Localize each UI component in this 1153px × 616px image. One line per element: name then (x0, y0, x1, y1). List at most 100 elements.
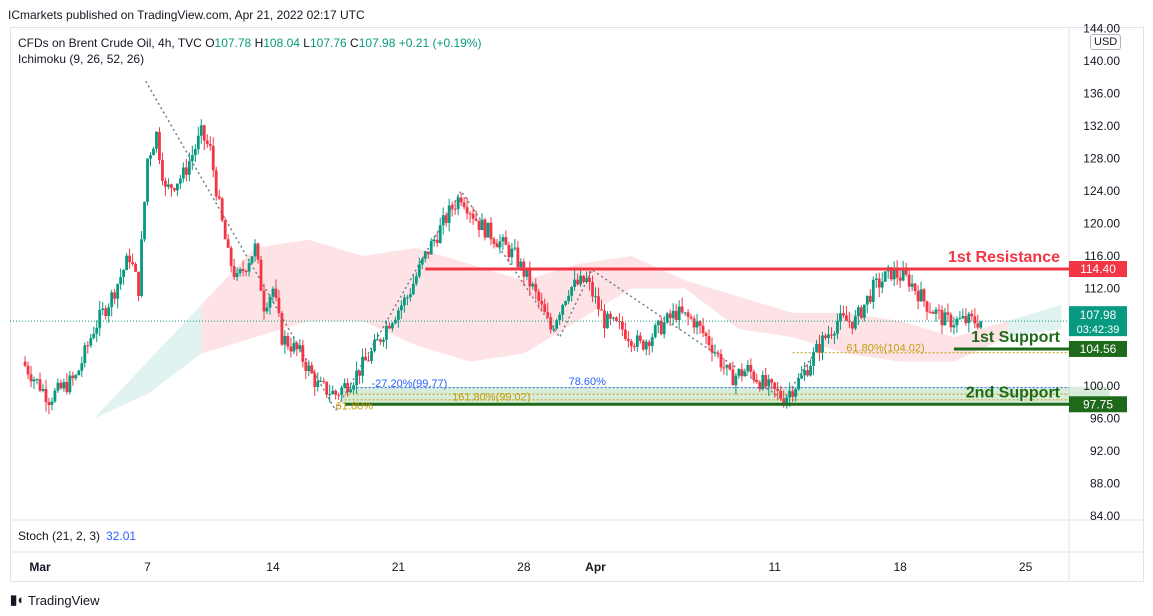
candle-body (217, 196, 221, 199)
price-tick: 120.00 (1083, 217, 1120, 231)
candle-body (919, 289, 923, 302)
candle-body (635, 335, 639, 347)
candle-body (432, 239, 436, 242)
candle-body (241, 269, 245, 272)
candle-body (504, 237, 508, 245)
footer-brand[interactable]: ⁠▮◖ TradingView (10, 592, 100, 608)
candle-body (656, 320, 660, 326)
candle-body (665, 313, 669, 323)
candle-body (170, 184, 173, 189)
time-tick: 14 (266, 560, 280, 574)
candle-body (955, 318, 959, 326)
candle-body (122, 270, 126, 278)
candle-body (889, 267, 893, 280)
candle-body (158, 131, 161, 161)
candle-body (277, 297, 281, 314)
candle-body (83, 345, 87, 364)
symbol-legend[interactable]: CFDs on Brent Crude Oil, 4h, TVC O107.78… (18, 35, 481, 52)
ichimoku-cloud-segment (255, 239, 309, 338)
candle-body (161, 160, 164, 181)
candle-body (695, 321, 699, 328)
candle-body (525, 269, 529, 277)
candle-body (749, 364, 753, 372)
candle-body (71, 375, 75, 379)
tradingview-logo-icon: ⁠▮◖ (10, 592, 24, 607)
candle-body (47, 402, 51, 405)
support-zone (341, 386, 1110, 404)
candle-body (477, 220, 481, 231)
candle-body (399, 305, 403, 311)
candle-body (307, 365, 311, 372)
ichimoku-cloud-segment (470, 264, 524, 362)
candle-body (232, 266, 236, 278)
candle-body (668, 313, 672, 319)
candle-body (949, 314, 953, 328)
candle-body (435, 239, 439, 243)
current-price-tag-bg (1069, 306, 1127, 337)
candle-body (659, 320, 663, 335)
candle-body (202, 125, 206, 141)
candle-body (313, 373, 317, 387)
candle-body (483, 219, 487, 238)
candle-body (184, 167, 188, 175)
time-tick: 28 (517, 560, 531, 574)
candle-body (794, 389, 798, 397)
candle-body (462, 202, 466, 208)
candle-body (877, 278, 881, 288)
candle-body (417, 264, 421, 277)
candle-body (140, 239, 143, 296)
candle-body (86, 345, 90, 347)
candle-body (283, 335, 287, 345)
ichimoku-cloud-segment (685, 280, 739, 330)
level-label-1: 1st Resistance (948, 249, 1060, 266)
candle-body (190, 155, 194, 162)
candle-body (119, 277, 123, 285)
candle-body (719, 354, 723, 368)
ichimoku-cloud-segment (93, 361, 148, 419)
candle-body (268, 296, 272, 308)
symbol-name[interactable]: CFDs on Brent Crude Oil, 4h, TVC (18, 36, 202, 50)
candle-body (722, 367, 726, 369)
candle-body (576, 279, 579, 285)
candle-body (346, 383, 350, 393)
currency-button[interactable]: USD (1090, 34, 1122, 50)
candle-body (862, 304, 866, 318)
candle-body (734, 375, 738, 386)
candle-body (361, 356, 364, 376)
candle-body (767, 379, 771, 387)
candle-body (44, 388, 48, 403)
candle-body (791, 391, 795, 397)
chart-frame[interactable] (10, 27, 1144, 582)
candle-body (80, 363, 84, 371)
candle-body (827, 334, 830, 338)
candle-body (402, 297, 406, 306)
candle-body (785, 397, 789, 406)
candle-body (414, 276, 418, 284)
candle-body (528, 269, 532, 287)
candle-body (262, 290, 266, 312)
candle-body (301, 345, 305, 362)
candle-body (710, 345, 714, 353)
candle-body (256, 243, 260, 260)
close-value: 107.98 (358, 36, 396, 50)
candle-body (65, 382, 69, 393)
open-label: O (205, 36, 215, 50)
indicator-legend[interactable]: Ichimoku (9, 26, 52, 26) (18, 52, 145, 66)
candle-body (316, 381, 320, 387)
candle-body (143, 201, 146, 240)
candle-body (913, 283, 917, 291)
candle-body (845, 315, 848, 321)
wave-zigzag (145, 80, 821, 412)
candle-body (131, 262, 134, 264)
candle-body (453, 208, 457, 210)
candle-body (513, 247, 517, 249)
candle-body (196, 135, 200, 150)
candle-body (235, 273, 239, 278)
price-tick: 112.00 (1084, 282, 1120, 296)
level-tag-3: 97.75 (1083, 397, 1113, 411)
high-label: H (254, 36, 264, 50)
candle-body (408, 294, 412, 298)
candle-body (229, 247, 233, 267)
stoch-legend[interactable]: Stoch (21, 2, 3) 32.01 (18, 529, 136, 543)
